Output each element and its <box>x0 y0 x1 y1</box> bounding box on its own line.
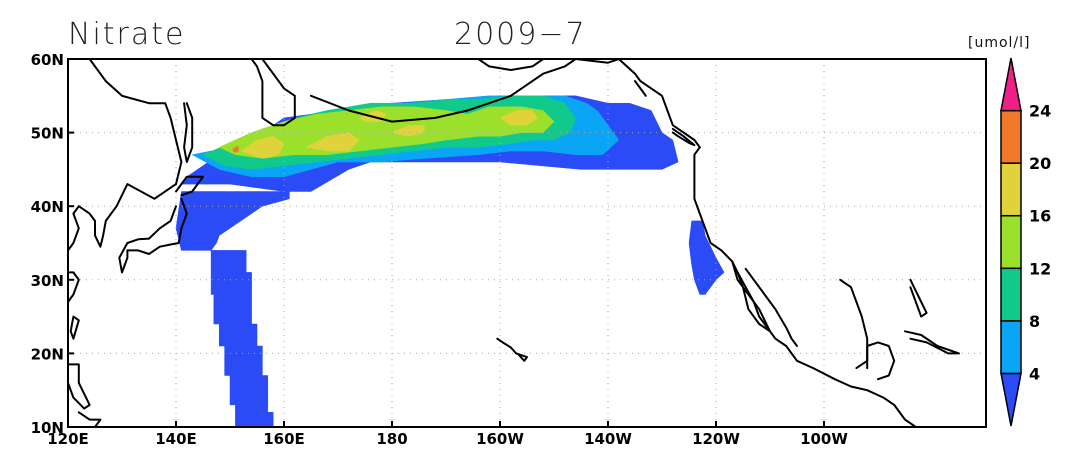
colorbar-swatch <box>1000 214 1022 270</box>
lon-tick-label: 140E <box>155 430 197 448</box>
lat-tick-label: 40N <box>31 198 64 216</box>
colorbar-level-label: 24 <box>1029 102 1051 121</box>
nitrate-field-layer <box>175 95 725 427</box>
colorbar-swatch-upper-triangle <box>1000 57 1022 112</box>
coastline-philippines-luzon <box>68 363 91 410</box>
lon-tick-label: 100W <box>800 430 848 448</box>
lat-tick-label: 30N <box>31 272 64 290</box>
lon-tick-label: 160W <box>476 430 524 448</box>
map-panel: 120E 140E 160E 180 160W 140W 120W 100W 60N 50N 40… <box>31 51 987 448</box>
colorbar: [umol/l] 4 8 12 16 20 24 <box>968 35 1051 427</box>
coastline-kamchatka <box>250 59 296 127</box>
colorbar-level-label: 8 <box>1029 312 1040 331</box>
lon-tick-label: 160E <box>263 430 305 448</box>
coastline-gulf-california-east <box>744 267 798 347</box>
coastline-yucatan <box>866 341 896 381</box>
colorbar-level-label: 12 <box>1029 259 1051 278</box>
colorbar-level-label: 20 <box>1029 154 1051 173</box>
coastline-sakhalin <box>183 102 194 163</box>
coastline-florida <box>909 278 928 318</box>
coastline-taiwan <box>69 315 80 340</box>
lat-tick-label: 50N <box>31 125 64 143</box>
colorbar-unit: [umol/l] <box>968 35 1031 51</box>
coastline-na-west-coast <box>693 146 917 427</box>
coastline-gulf-mexico-coast <box>839 278 869 370</box>
coastline-philippines-visayas <box>77 411 102 427</box>
field-region-yellow-patch-d <box>391 124 425 137</box>
coastline-alaska-north <box>477 59 545 71</box>
coastline-alaska-panhandle-islands <box>634 80 647 97</box>
coastline-china-south-coast <box>68 271 80 303</box>
colorbar-swatch-lower-triangle <box>1000 372 1022 427</box>
latitude-axis: 60N 50N 40N 30N 20N 10N <box>31 51 74 437</box>
field-region-kuroshio-south-wedge <box>175 191 290 251</box>
coastline-asia-east-coast <box>68 59 183 252</box>
colorbar-swatch <box>1000 162 1022 217</box>
colorbar-swatch <box>1000 320 1022 375</box>
lat-tick-label: 60N <box>31 51 64 69</box>
coastline-honshu <box>118 197 188 274</box>
colorbar-level-label: 16 <box>1029 207 1051 226</box>
lon-tick-label: 120W <box>692 430 740 448</box>
field-region-orange-dot <box>232 145 239 153</box>
field-region-western-boundary-band <box>210 250 274 427</box>
lon-tick-label: 140W <box>584 430 632 448</box>
colorbar-swatch <box>1000 109 1022 164</box>
lat-tick-label: 10N <box>31 419 64 437</box>
coastline-aleutians <box>310 59 577 123</box>
title-period: 2009−7 <box>454 17 587 52</box>
colorbar-swatches <box>1000 57 1022 427</box>
coastline-hokkaido <box>175 175 204 197</box>
colorbar-level-label: 4 <box>1029 364 1040 383</box>
longitude-axis: 120E 140E 160E 180 160W 140W 120W 100W <box>47 421 848 448</box>
field-region-yellow-patch-b <box>304 132 360 152</box>
coastline-baja <box>731 260 771 333</box>
lon-tick-label: 180 <box>376 430 407 448</box>
field-region-california-upwelling <box>688 220 725 295</box>
graticule-layer <box>68 59 986 427</box>
lon-tick-label: 120E <box>47 430 89 448</box>
coastline-cuba <box>904 330 960 355</box>
coastline-hawaii <box>496 337 528 362</box>
colorbar-swatch <box>1000 267 1022 322</box>
map-frame <box>67 58 987 428</box>
title-variable: Nitrate <box>68 17 185 52</box>
colorbar-labels: 4 8 12 16 20 24 <box>1029 102 1051 384</box>
coastline-vancouver-island <box>671 127 696 147</box>
field-region-yellow-patch-e <box>499 110 539 126</box>
lat-tick-label: 20N <box>31 345 64 363</box>
